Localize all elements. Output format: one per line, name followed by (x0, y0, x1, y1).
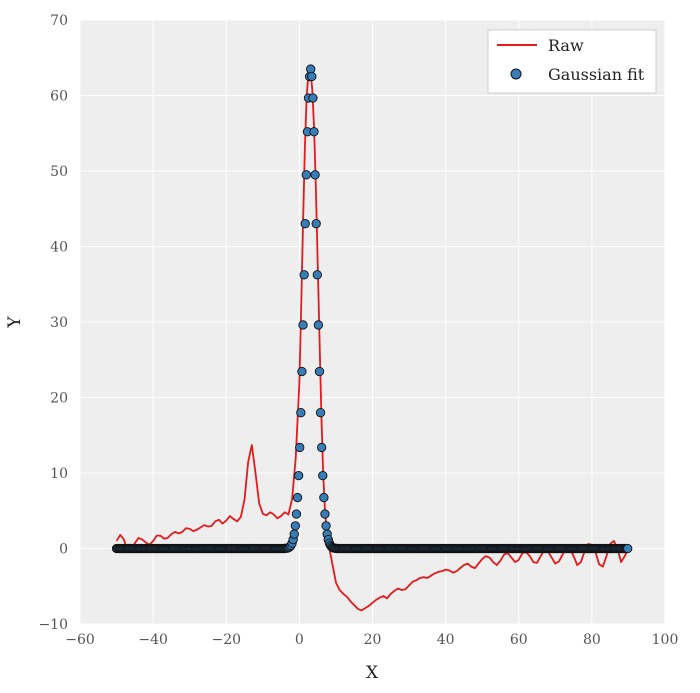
fit-point (297, 366, 307, 377)
fit-point (318, 470, 328, 481)
fit-point (299, 270, 309, 280)
y-tick-label: 70 (50, 13, 68, 29)
fit-point (313, 320, 324, 330)
fit-point (301, 170, 311, 180)
y-axis-label: Y (5, 316, 25, 329)
y-tick-label: 40 (50, 240, 68, 256)
x-tick-label: 20 (364, 632, 382, 648)
y-tick-label: 50 (50, 164, 68, 180)
x-tick-label: −40 (138, 632, 168, 648)
fit-point (321, 521, 331, 531)
x-axis-label: X (366, 663, 379, 683)
x-tick-label: 100 (652, 632, 679, 648)
raw-series-line (115, 69, 630, 612)
legend-fit-marker (510, 68, 522, 80)
x-tick-label: −60 (65, 632, 95, 648)
fit-point (307, 71, 317, 82)
fit-point (320, 509, 330, 519)
fit-point (292, 492, 303, 503)
fit-point (291, 509, 302, 519)
x-tick-label: 80 (583, 632, 601, 648)
fit-point (317, 442, 327, 453)
x-tick-labels: −60 −40 −20 0 20 40 60 80 100 (65, 632, 678, 648)
fit-point (300, 219, 310, 229)
x-tick-label: 40 (437, 632, 455, 648)
legend-box (487, 29, 657, 94)
x-tick-label: 0 (295, 632, 304, 648)
fit-point (290, 521, 300, 531)
fit-point (296, 408, 306, 418)
y-tick-label: 60 (50, 89, 68, 105)
fit-point (298, 320, 308, 330)
fit-point (293, 470, 304, 481)
x-tick-label: −20 (211, 632, 241, 648)
legend-raw-label: Raw (548, 36, 584, 55)
legend-fit-label: Gaussian fit (548, 65, 645, 84)
fit-point (289, 529, 299, 539)
x-tick-label: 60 (510, 632, 528, 648)
fit-point (309, 127, 319, 137)
y-tick-label: −10 (38, 617, 68, 633)
y-tick-label: 10 (50, 466, 68, 482)
y-tick-label: 0 (59, 542, 68, 558)
series-layer (111, 64, 633, 612)
gaussian-fit-series (111, 64, 633, 554)
fit-point (310, 170, 320, 180)
fit-point (311, 219, 321, 229)
fit-point (314, 366, 325, 377)
y-tick-labels: −10 0 10 20 30 40 50 60 70 (38, 13, 68, 633)
fit-point (295, 442, 305, 453)
fit-point (315, 408, 326, 418)
fit-point (319, 492, 329, 503)
fit-point (623, 543, 633, 554)
fit-point (312, 270, 322, 280)
legend: Raw Gaussian fit (487, 29, 657, 94)
fit-point (308, 93, 318, 103)
y-tick-label: 30 (50, 315, 68, 331)
y-tick-label: 20 (50, 391, 68, 407)
